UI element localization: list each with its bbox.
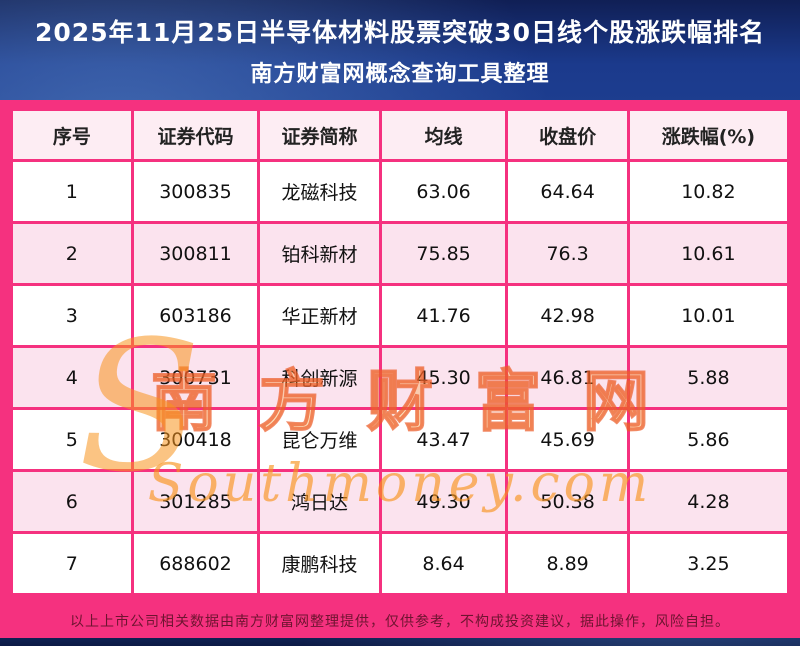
cell-ma: 63.06 (381, 162, 506, 221)
cell-name: 铂科新材 (260, 224, 379, 283)
cell-change: 10.01 (629, 286, 787, 345)
table-row: 2 300811 铂科新材 75.85 76.3 10.61 (13, 224, 787, 283)
page-title: 2025年11月25日半导体材料股票突破30日线个股涨跌幅排名 (35, 17, 765, 47)
table-row: 3 603186 华正新材 41.76 42.98 10.01 (13, 286, 787, 345)
cell-change: 10.61 (629, 224, 787, 283)
column-header-change: 涨跌幅(%) (629, 111, 787, 159)
cell-close: 42.98 (508, 286, 627, 345)
cell-ma: 49.30 (381, 472, 506, 531)
cell-change: 4.28 (629, 472, 787, 531)
cell-code: 688602 (133, 534, 258, 593)
disclaimer-text: 以上上市公司相关数据由南方财富网整理提供，仅供参考，不构成投资建议，据此操作，风… (70, 614, 730, 630)
table-row: 5 300418 昆仑万维 43.47 45.69 5.86 (13, 410, 787, 469)
stock-table: 序号 证券代码 证券简称 均线 收盘价 涨跌幅(%) 1 300835 龙磁科技… (10, 108, 790, 596)
cell-index: 3 (13, 286, 131, 345)
cell-code: 300731 (133, 348, 258, 407)
cell-name: 康鹏科技 (260, 534, 379, 593)
column-header-code: 证券代码 (133, 111, 258, 159)
cell-ma: 41.76 (381, 286, 506, 345)
cell-close: 50.38 (508, 472, 627, 531)
cell-change: 10.82 (629, 162, 787, 221)
cell-close: 76.3 (508, 224, 627, 283)
cell-code: 300835 (133, 162, 258, 221)
cell-index: 2 (13, 224, 131, 283)
cell-code: 300418 (133, 410, 258, 469)
cell-ma: 43.47 (381, 410, 506, 469)
table-row: 7 688602 康鹏科技 8.64 8.89 3.25 (13, 534, 787, 593)
cell-name: 科创新源 (260, 348, 379, 407)
cell-change: 5.88 (629, 348, 787, 407)
cell-change: 5.86 (629, 410, 787, 469)
cell-name: 华正新材 (260, 286, 379, 345)
column-header-index: 序号 (13, 111, 131, 159)
cell-index: 7 (13, 534, 131, 593)
cell-name: 鸿日达 (260, 472, 379, 531)
cell-code: 603186 (133, 286, 258, 345)
cell-change: 3.25 (629, 534, 787, 593)
cell-ma: 8.64 (381, 534, 506, 593)
cell-index: 1 (13, 162, 131, 221)
cell-close: 45.69 (508, 410, 627, 469)
page-subtitle: 南方财富网概念查询工具整理 (250, 61, 550, 87)
cell-code: 300811 (133, 224, 258, 283)
cell-code: 301285 (133, 472, 258, 531)
cell-ma: 45.30 (381, 348, 506, 407)
cell-index: 4 (13, 348, 131, 407)
column-header-close: 收盘价 (508, 111, 627, 159)
table-row: 1 300835 龙磁科技 63.06 64.64 10.82 (13, 162, 787, 221)
cell-index: 6 (13, 472, 131, 531)
title-block: 2025年11月25日半导体材料股票突破30日线个股涨跌幅排名 南方财富网概念查… (0, 0, 800, 100)
cell-name: 昆仑万维 (260, 410, 379, 469)
cell-close: 46.81 (508, 348, 627, 407)
cell-close: 64.64 (508, 162, 627, 221)
cell-close: 8.89 (508, 534, 627, 593)
table-panel: 序号 证券代码 证券简称 均线 收盘价 涨跌幅(%) 1 300835 龙磁科技… (0, 100, 800, 638)
cell-index: 5 (13, 410, 131, 469)
column-header-ma: 均线 (381, 111, 506, 159)
column-header-name: 证券简称 (260, 111, 379, 159)
cell-ma: 75.85 (381, 224, 506, 283)
cell-name: 龙磁科技 (260, 162, 379, 221)
table-row: 6 301285 鸿日达 49.30 50.38 4.28 (13, 472, 787, 531)
table-header-row: 序号 证券代码 证券简称 均线 收盘价 涨跌幅(%) (13, 111, 787, 159)
table-row: 4 300731 科创新源 45.30 46.81 5.88 (13, 348, 787, 407)
